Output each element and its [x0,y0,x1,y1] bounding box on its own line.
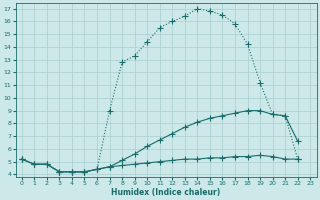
X-axis label: Humidex (Indice chaleur): Humidex (Indice chaleur) [111,188,221,197]
